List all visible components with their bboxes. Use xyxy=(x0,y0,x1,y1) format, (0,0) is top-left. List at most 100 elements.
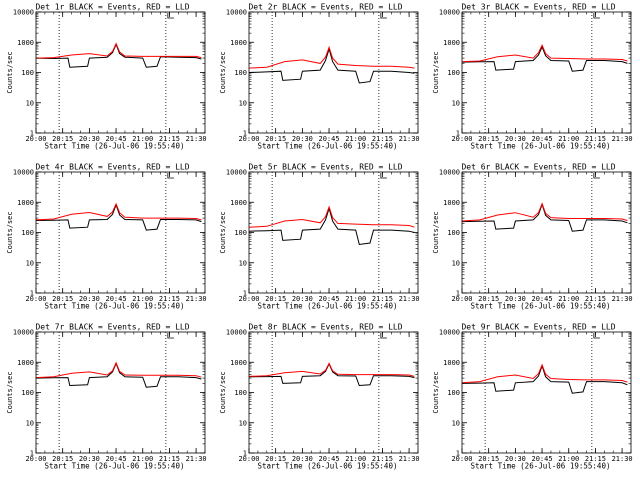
series-line-events xyxy=(461,364,628,394)
bracket-marker xyxy=(380,173,387,179)
x-tick-label: 21:00 xyxy=(558,295,579,303)
y-tick-label: 10 xyxy=(26,259,34,267)
x-axis-label: Start Time (26-Jul-06 19:55:40) xyxy=(45,462,185,471)
x-tick-label: 20:00 xyxy=(451,135,472,143)
plot-frame xyxy=(248,171,419,294)
x-axis-label: Start Time (26-Jul-06 19:55:40) xyxy=(471,142,611,151)
x-tick-label: 20:30 xyxy=(505,295,526,303)
series-line-lld xyxy=(35,42,202,59)
x-tick-label: 20:00 xyxy=(238,295,259,303)
y-tick-label: 10 xyxy=(239,419,247,427)
chart-svg: Det 2r BLACK = Events, RED = LLD 1 10 100 10… xyxy=(219,3,420,151)
x-tick-label: 20:00 xyxy=(451,455,472,463)
x-axis-label: Start Time (26-Jul-06 19:55:40) xyxy=(258,462,398,471)
y-tick-label: 1 xyxy=(456,290,460,298)
x-tick-label: 20:15 xyxy=(52,295,73,303)
x-tick-label: 20:30 xyxy=(292,135,313,143)
y-tick-label: 1000 xyxy=(443,39,460,47)
y-tick-label: 10000 xyxy=(439,9,460,17)
x-tick-label: 21:00 xyxy=(345,295,366,303)
x-tick-label: 20:15 xyxy=(265,135,286,143)
y-tick-label: 10000 xyxy=(226,9,247,17)
x-tick-label: 20:45 xyxy=(532,295,553,303)
y-tick-label: 10000 xyxy=(226,329,247,337)
x-tick-label: 20:15 xyxy=(478,135,499,143)
x-tick-label: 20:30 xyxy=(292,295,313,303)
y-tick-label: 100 xyxy=(234,69,247,77)
y-tick-label: 10000 xyxy=(439,329,460,337)
series-line-events xyxy=(461,45,628,72)
x-tick-label: 20:45 xyxy=(319,455,340,463)
x-tick-label: 21:15 xyxy=(372,135,393,143)
series-line-lld xyxy=(35,202,202,221)
chart-svg: Det 7r BLACK = Events, RED = LLD 1 10 100 10… xyxy=(6,323,207,471)
x-tick-label: 20:00 xyxy=(238,455,259,463)
detector-panel: Det 3r BLACK = Events, RED = LLD 1 10 100 10… xyxy=(426,0,639,160)
bracket-marker xyxy=(593,173,600,179)
chart-title: Det 7r BLACK = Events, RED = LLD xyxy=(35,323,189,332)
x-tick-label: 21:00 xyxy=(558,135,579,143)
y-axis-label: Counts/sec xyxy=(219,211,227,253)
y-tick-label: 100 xyxy=(21,69,34,77)
y-tick-label: 1000 xyxy=(17,359,34,367)
y-tick-label: 10 xyxy=(239,99,247,107)
x-tick-label: 21:00 xyxy=(132,135,153,143)
y-tick-label: 10000 xyxy=(439,169,460,177)
y-tick-label: 1 xyxy=(30,450,34,458)
x-axis-label: Start Time (26-Jul-06 19:55:40) xyxy=(45,302,185,311)
series-line-lld xyxy=(248,362,415,377)
x-axis-label: Start Time (26-Jul-06 19:55:40) xyxy=(471,302,611,311)
chart-title: Det 8r BLACK = Events, RED = LLD xyxy=(248,323,402,332)
chart-title: Det 5r BLACK = Events, RED = LLD xyxy=(248,163,402,172)
y-tick-label: 10 xyxy=(452,99,460,107)
x-tick-label: 21:15 xyxy=(585,135,606,143)
detector-panel: Det 7r BLACK = Events, RED = LLD 1 10 100 10… xyxy=(0,320,213,480)
x-tick-label: 21:15 xyxy=(159,295,180,303)
y-tick-label: 1000 xyxy=(443,359,460,367)
y-tick-label: 1000 xyxy=(230,199,247,207)
plot-frame xyxy=(248,11,419,134)
chart-title: Det 2r BLACK = Events, RED = LLD xyxy=(248,3,402,12)
x-tick-label: 21:15 xyxy=(159,135,180,143)
series-line-lld xyxy=(35,361,202,379)
series-line-lld xyxy=(461,202,628,222)
chart-title: Det 6r BLACK = Events, RED = LLD xyxy=(461,163,615,172)
bracket-marker xyxy=(380,13,387,19)
y-tick-label: 100 xyxy=(447,229,460,237)
detector-panel: Det 6r BLACK = Events, RED = LLD 1 10 100 10… xyxy=(426,160,639,320)
x-tick-label: 20:45 xyxy=(532,455,553,463)
x-tick-label: 21:30 xyxy=(186,135,207,143)
bracket-marker xyxy=(167,173,174,179)
x-tick-label: 20:00 xyxy=(451,295,472,303)
x-tick-label: 21:00 xyxy=(345,135,366,143)
chart-title: Det 3r BLACK = Events, RED = LLD xyxy=(461,3,615,12)
y-tick-label: 1 xyxy=(243,450,247,458)
detector-panel: Det 9r BLACK = Events, RED = LLD 1 10 100 10… xyxy=(426,320,639,480)
y-tick-label: 100 xyxy=(21,389,34,397)
y-tick-label: 1 xyxy=(456,450,460,458)
x-axis-label: Start Time (26-Jul-06 19:55:40) xyxy=(258,142,398,151)
detector-panel: Det 1r BLACK = Events, RED = LLD 1 10 100 10… xyxy=(0,0,213,160)
y-tick-label: 1 xyxy=(30,290,34,298)
y-tick-label: 1 xyxy=(243,290,247,298)
plot-frame xyxy=(248,331,419,454)
x-tick-label: 21:30 xyxy=(399,135,420,143)
x-tick-label: 20:00 xyxy=(25,135,46,143)
detector-panel: Det 4r BLACK = Events, RED = LLD 1 10 100 10… xyxy=(0,160,213,320)
y-axis-label: Counts/sec xyxy=(6,51,14,93)
y-tick-label: 100 xyxy=(21,229,34,237)
y-axis-label: Counts/sec xyxy=(432,51,440,93)
y-tick-label: 1 xyxy=(30,130,34,138)
y-tick-label: 10000 xyxy=(13,169,34,177)
series-line-lld xyxy=(248,205,415,228)
y-tick-label: 1000 xyxy=(17,39,34,47)
x-tick-label: 21:00 xyxy=(345,455,366,463)
x-axis-label: Start Time (26-Jul-06 19:55:40) xyxy=(471,462,611,471)
series-line-events xyxy=(35,203,202,231)
x-tick-label: 20:45 xyxy=(532,135,553,143)
y-axis-label: Counts/sec xyxy=(219,51,227,93)
x-tick-label: 21:30 xyxy=(399,455,420,463)
x-tick-label: 20:15 xyxy=(478,295,499,303)
y-tick-label: 1000 xyxy=(17,199,34,207)
x-tick-label: 21:30 xyxy=(399,295,420,303)
